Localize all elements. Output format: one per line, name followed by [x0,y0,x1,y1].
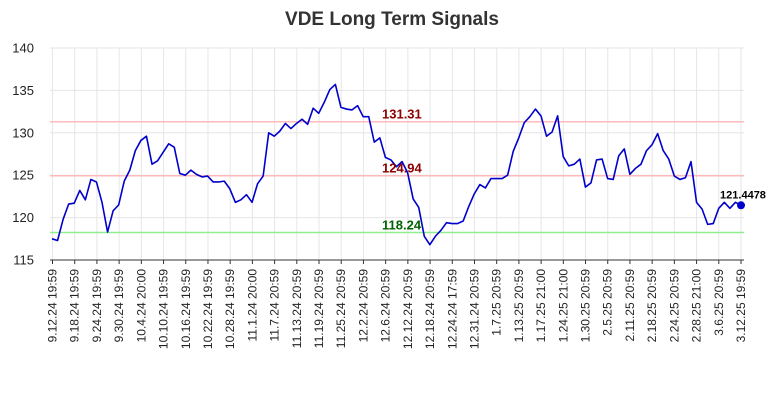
y-tick-label: 120 [12,210,34,225]
x-tick-label: 9.18.24 19:59 [68,269,82,343]
x-tick-label: 10.28.24 19:59 [223,269,237,349]
x-tick-label: 12.18.24 20:59 [423,269,437,349]
last-value-label: 121.4478 [720,189,766,201]
chart-title: VDE Long Term Signals [285,9,499,30]
x-tick-label: 12.6.24 20:59 [379,269,393,343]
x-tick-label: 12.12.24 20:59 [401,269,415,349]
signal-lines [50,120,744,234]
grid [50,47,744,261]
x-tick-label: 10.4.24 20:00 [134,269,148,343]
x-tick-label: 11.25.24 20:59 [334,269,348,349]
x-tick-label: 9.30.24 19:59 [112,269,126,343]
x-tick-label: 3.6.25 20:59 [712,269,726,336]
x-tick-label: 2.5.25 20:59 [601,269,615,336]
x-tick-label: 2.24.25 20:59 [667,269,681,343]
x-tick-label: 9.12.24 19:59 [46,269,60,343]
y-tick-label: 125 [12,168,34,183]
x-tick-label: 2.28.25 21:00 [690,269,704,343]
x-tick-label: 1.24.25 21:00 [556,269,570,343]
labels: 131.31 124.94 118.24 121.4478 [382,107,766,233]
x-tick-label: 12.2.24 20:59 [356,269,370,343]
x-tick-label: 3.12.25 19:59 [734,269,748,343]
x-tick-label: 10.10.24 19:59 [157,269,171,349]
y-tick-label: 130 [12,125,34,140]
signal-label: 124.94 [382,161,423,176]
price-series-line [51,83,742,246]
signal-label: 131.31 [382,107,422,122]
x-tick-label: 11.7.24 20:59 [268,269,282,342]
signal-label: 118.24 [382,218,422,233]
x-tick-label: 11.1.24 20:00 [245,269,259,342]
x-tick-label: 1.7.25 20:59 [490,269,504,336]
x-tick-label: 12.24.24 17:59 [445,269,459,349]
x-tick-label: 12.31.24 20:59 [467,269,481,349]
x-tick-label: 2.11.25 20:59 [623,269,637,342]
x-tick-label: 11.13.24 20:59 [290,269,304,349]
y-tick-label: 115 [13,253,34,268]
last-point-marker [737,201,745,210]
x-tick-label: 11.19.24 20:59 [312,269,326,349]
y-tick-label: 140 [12,41,34,56]
x-tick-label: 9.24.24 19:59 [90,269,104,343]
x-tick-label: 1.13.25 20:59 [512,269,526,343]
axes: 115 120 125 130 135 140 9.12.24 19:59 9.18.24 1… [12,41,748,350]
x-tick-label: 2.18.25 20:59 [645,269,659,343]
x-tick-label: 1.17.25 21:00 [534,269,548,343]
x-tick-label: 1.30.25 20:59 [579,269,593,343]
y-tick-label: 135 [12,83,34,98]
x-tick-label: 10.16.24 19:59 [179,269,193,349]
x-tick-label: 10.22.24 19:59 [201,269,215,349]
series [51,83,745,246]
